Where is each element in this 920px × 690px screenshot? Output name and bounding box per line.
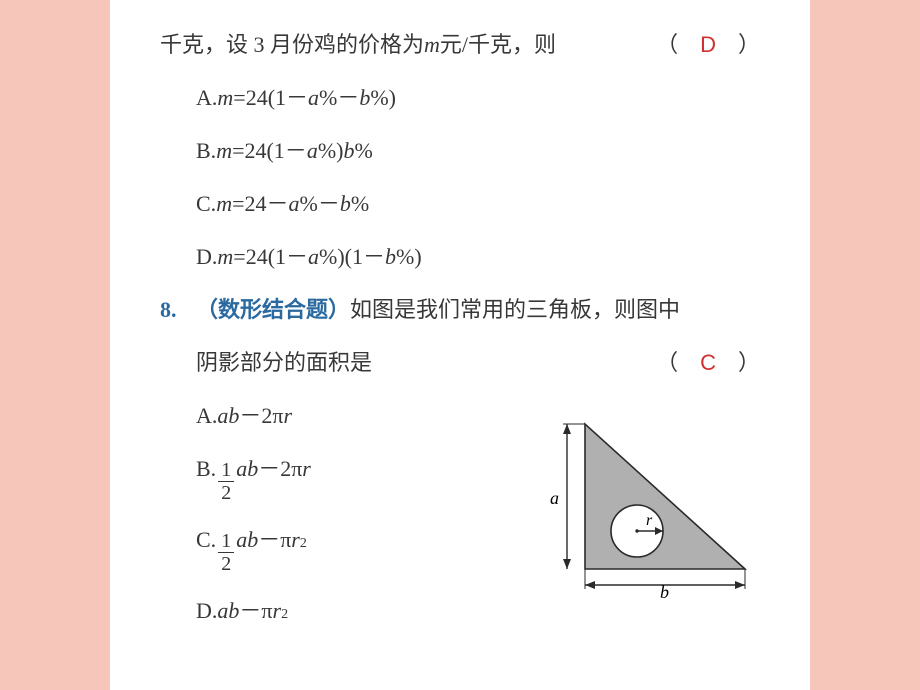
q8-opt-D: D. ab －π r 2 (196, 594, 535, 627)
q8-opt-C: C. 1 2 ab －π r 2 (196, 523, 535, 574)
q7-opt-A: A. m =24(1－ a %－ b %) (160, 81, 760, 114)
q7-cont-line: 千克，设 3 月份鸡的价格为 m 元/千克，则 （ D ） (160, 28, 760, 61)
triangle-figure: r a b (545, 409, 760, 599)
fraction: 1 2 (218, 460, 234, 503)
q7-cont-text-2: 元/千克，则 (440, 28, 556, 61)
a-label: a (550, 488, 559, 508)
q7-m: m (424, 28, 440, 61)
opt-label: D. (196, 594, 217, 627)
b-label: b (660, 582, 669, 599)
q8-stem-2: 阴影部分的面积是 (196, 346, 372, 379)
q8-answer-paren: （ C ） (656, 346, 760, 379)
opt-label: C. (196, 523, 216, 556)
q7-answer-paren: （ D ） (656, 28, 760, 61)
q8-opts: A. ab －2π r B. 1 2 ab －2π r C. 1 2 (196, 399, 535, 627)
q8-num: 8. (160, 293, 196, 326)
fraction: 1 2 (218, 531, 234, 574)
q8-line2: 阴影部分的面积是 （ C ） (160, 346, 760, 379)
opt-label: A. (196, 399, 217, 432)
q8-stem-1: 如图是我们常用的三角板，则图中 (350, 297, 680, 322)
q8-opt-B: B. 1 2 ab －2π r (196, 452, 535, 503)
q8-answer: C (700, 350, 716, 375)
q7-cont-text-1: 千克，设 3 月份鸡的价格为 (160, 28, 424, 61)
page: 千克，设 3 月份鸡的价格为 m 元/千克，则 （ D ） A. m =24(1… (110, 0, 810, 690)
q7-answer: D (700, 32, 716, 57)
q8-tag: （数形结合题） (196, 297, 350, 322)
q8-opt-A: A. ab －2π r (196, 399, 535, 432)
r-label: r (646, 512, 653, 529)
q7-opt-C: C. m =24－ a %－ b % (160, 187, 760, 220)
opt-label: D. (196, 240, 217, 273)
opt-label: C. (196, 187, 216, 220)
opt-label: A. (196, 81, 217, 114)
q7-opt-B: B. m =24(1－ a %) b % (160, 134, 760, 167)
opt-label: B. (196, 134, 216, 167)
q8-line1: 8. （数形结合题）如图是我们常用的三角板，则图中 (160, 293, 760, 326)
opt-label: B. (196, 452, 216, 485)
q8-body: A. ab －2π r B. 1 2 ab －2π r C. 1 2 (160, 399, 760, 627)
q7-opt-D: D. m =24(1－ a %)(1－ b %) (160, 240, 760, 273)
